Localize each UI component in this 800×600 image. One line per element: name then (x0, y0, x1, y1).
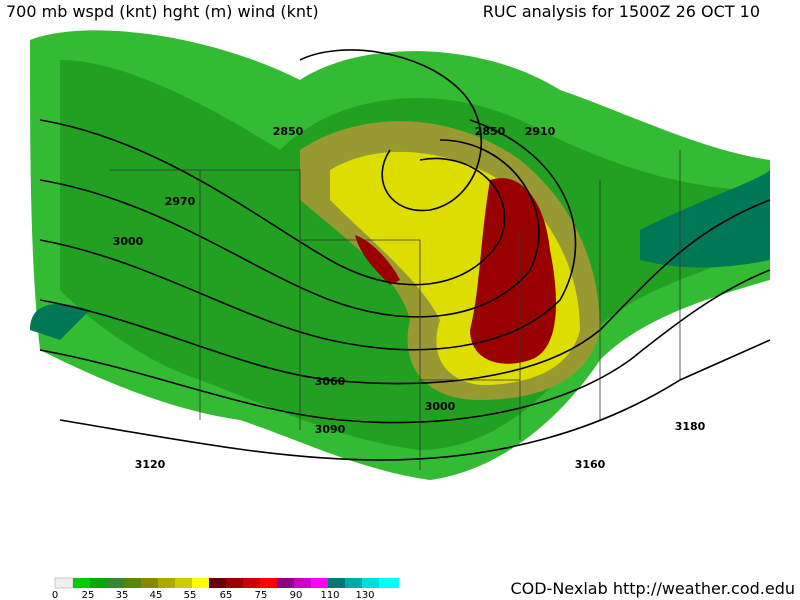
swatch (260, 578, 277, 588)
contour-label: 3060 (315, 375, 346, 388)
colorbar (54, 577, 399, 589)
colorbar-labels: 0 25 35 45 55 65 75 90 110 130 (52, 590, 375, 600)
swatch (141, 578, 158, 588)
contour (39, 139, 540, 318)
contour-label: 3120 (135, 458, 166, 471)
colorbar-label: 55 (184, 590, 197, 600)
wind-shading (30, 30, 770, 481)
state-borders (110, 150, 681, 470)
border (110, 150, 681, 470)
colorbar-label: 75 (255, 590, 268, 600)
contour-label: 3000 (113, 235, 144, 248)
contour-label: 3090 (315, 423, 346, 436)
header-right: RUC analysis for 1500Z 26 OCT 10 (483, 2, 760, 21)
contour-label: 2910 (525, 125, 556, 138)
contour-label: 2850 (273, 125, 304, 138)
footer-credit: COD-Nexlab http://weather.cod.edu (510, 579, 795, 598)
swatch (379, 578, 399, 588)
colorbar-label: 130 (355, 590, 374, 600)
contour (59, 339, 771, 461)
swatch (311, 578, 328, 588)
swatch (209, 578, 226, 588)
contour-label: 3000 (425, 400, 456, 413)
swatch (294, 578, 311, 588)
contour-label: 3180 (675, 420, 706, 433)
swatch (54, 577, 74, 589)
height-contours (39, 49, 771, 461)
contour-labels: 2850 2910 2850 2970 3000 3060 3000 3090 3120 3160… (113, 125, 706, 471)
colorbar-label: 110 (320, 590, 339, 600)
swatch (90, 578, 107, 588)
swatch (73, 578, 90, 588)
swatch (243, 578, 260, 588)
jet-core (470, 178, 556, 364)
colorbar-label: 25 (82, 590, 95, 600)
contour (39, 199, 771, 385)
colorbar-label: 90 (290, 590, 303, 600)
swatch (345, 578, 362, 588)
swatch (175, 578, 192, 588)
swatch (328, 578, 345, 588)
contour-label: 3160 (575, 458, 606, 471)
swatch (158, 578, 175, 588)
swatch (124, 578, 141, 588)
header-left: 700 mb wspd (knt) hght (m) wind (knt) (6, 2, 319, 21)
contour (39, 119, 577, 351)
colorbar-label: 45 (150, 590, 163, 600)
contour (39, 269, 771, 424)
jet-streak (355, 235, 400, 285)
contour-label: 2850 (475, 125, 506, 138)
colorbar-label: 0 (52, 590, 58, 600)
contour-label: 2970 (165, 195, 196, 208)
header-bg (0, 0, 800, 22)
colorbar-label: 65 (220, 590, 233, 600)
contour (39, 119, 506, 286)
swatch (107, 578, 124, 588)
swatch (192, 578, 209, 588)
swatch (362, 578, 379, 588)
swatch (226, 578, 243, 588)
colorbar-label: 35 (116, 590, 129, 600)
contour (299, 49, 483, 212)
swatch (277, 578, 294, 588)
